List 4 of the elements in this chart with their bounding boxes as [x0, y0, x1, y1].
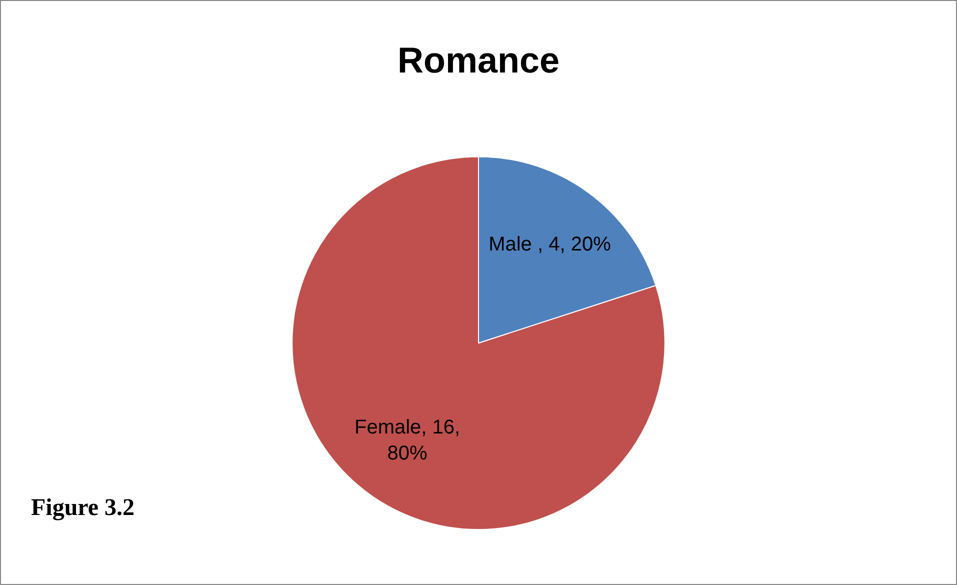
slice-label: Male , 4, 20%	[488, 234, 612, 256]
slice-label: Female, 16, 80%	[354, 416, 460, 465]
chart-title: Romance	[397, 40, 560, 81]
caption: Figure 3.2	[31, 495, 135, 521]
